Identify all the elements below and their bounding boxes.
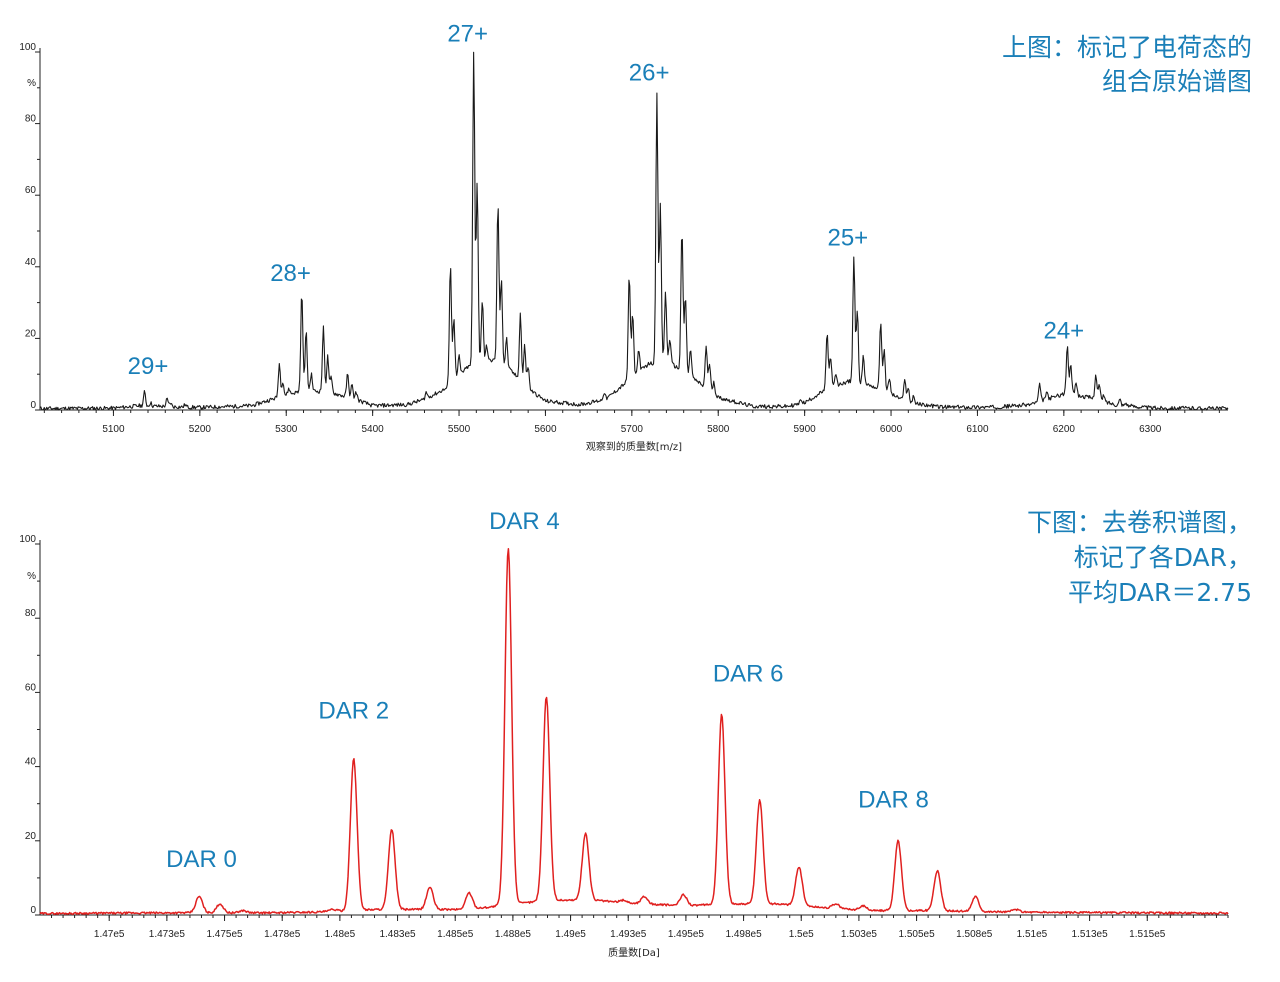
peak-annotation: DAR 8 xyxy=(858,786,929,813)
x-tick-label: 6100 xyxy=(966,424,989,435)
top-panel: 0 20 40 60 80 100% 5100 5200 5300 5400 5500 5600 570… xyxy=(19,20,1252,453)
x-tick-label: 6300 xyxy=(1139,424,1162,435)
y-tick-label: 60 xyxy=(25,682,37,693)
bottom-panel: 0 20 40 60 80 100% 1.47e5 1.473e5 1.475e5 1.478e5… xyxy=(19,508,1252,959)
panel-note-line: 标记了各DAR， xyxy=(1074,543,1252,572)
y-tick-label: 0 xyxy=(30,400,36,411)
y-tick-label: 60 xyxy=(25,185,37,196)
peak-annotation: DAR 4 xyxy=(489,508,560,535)
panel-note-line: 平均DAR＝2.75 xyxy=(1068,578,1252,607)
x-tick-label: 1.488e5 xyxy=(495,929,532,940)
spectrum-line xyxy=(39,548,1229,916)
spectrum-line xyxy=(39,51,1229,411)
x-tick-label: 1.495e5 xyxy=(668,929,705,940)
x-tick-label: 5200 xyxy=(189,424,212,435)
x-tick-label: 1.498e5 xyxy=(725,929,762,940)
y-tick-label: 40 xyxy=(25,257,37,268)
peak-annotation: DAR 2 xyxy=(318,697,389,724)
y-tick-label: 80 xyxy=(25,114,37,125)
y-unit-label: % xyxy=(27,571,36,582)
x-tick-label: 5500 xyxy=(448,424,471,435)
x-tick-label: 6000 xyxy=(880,424,903,435)
peak-annotation: DAR 0 xyxy=(166,846,237,873)
x-tick-label: 5900 xyxy=(794,424,817,435)
x-tick-label: 1.493e5 xyxy=(610,929,647,940)
x-tick-label: 5100 xyxy=(102,424,125,435)
x-tick-label: 1.473e5 xyxy=(149,929,186,940)
x-tick-label: 1.513e5 xyxy=(1072,929,1109,940)
peak-annotation: 25+ xyxy=(827,224,868,251)
x-tick-label: 1.51e5 xyxy=(1017,929,1048,940)
x-tick-label: 1.483e5 xyxy=(379,929,416,940)
y-tick-label: 100 xyxy=(19,42,36,53)
peak-annotation: 27+ xyxy=(447,20,488,47)
y-tick-label: 20 xyxy=(25,328,37,339)
x-tick-label: 1.475e5 xyxy=(206,929,243,940)
x-tick-label: 1.478e5 xyxy=(264,929,301,940)
x-tick-label: 1.515e5 xyxy=(1129,929,1166,940)
x-tick-label: 5700 xyxy=(621,424,644,435)
peak-annotation: DAR 6 xyxy=(713,660,784,687)
y-unit-label: % xyxy=(27,78,36,89)
peak-annotation: 28+ xyxy=(270,260,311,287)
panel-note-line: 组合原始谱图 xyxy=(1102,67,1252,96)
x-tick-label: 6200 xyxy=(1053,424,1076,435)
x-tick-label: 1.47e5 xyxy=(94,929,125,940)
panel-note-line: 下图：去卷积谱图， xyxy=(1027,508,1252,537)
x-tick-label: 1.485e5 xyxy=(437,929,474,940)
peak-annotation: 29+ xyxy=(128,353,169,380)
y-tick-label: 20 xyxy=(25,831,37,842)
x-tick-label: 1.503e5 xyxy=(841,929,878,940)
peak-annotation: 26+ xyxy=(629,60,670,87)
x-axis-title: 观察到的质量数[m/z] xyxy=(586,440,682,453)
x-tick-label: 1.505e5 xyxy=(899,929,936,940)
x-tick-label: 1.5e5 xyxy=(789,929,814,940)
y-tick-label: 100 xyxy=(19,534,36,545)
x-tick-label: 5600 xyxy=(534,424,557,435)
panel-note-line: 上图：标记了电荷态的 xyxy=(1002,33,1252,62)
x-tick-label: 5800 xyxy=(707,424,730,435)
x-tick-label: 5400 xyxy=(362,424,385,435)
y-tick-label: 0 xyxy=(30,905,36,916)
y-tick-label: 40 xyxy=(25,757,37,768)
y-tick-label: 80 xyxy=(25,608,37,619)
peak-annotation: 24+ xyxy=(1043,317,1084,344)
x-tick-label: 1.48e5 xyxy=(325,929,356,940)
x-tick-label: 1.49e5 xyxy=(555,929,586,940)
x-tick-label: 1.508e5 xyxy=(956,929,993,940)
x-axis-title: 质量数[Da] xyxy=(608,946,660,959)
x-tick-label: 5300 xyxy=(275,424,298,435)
